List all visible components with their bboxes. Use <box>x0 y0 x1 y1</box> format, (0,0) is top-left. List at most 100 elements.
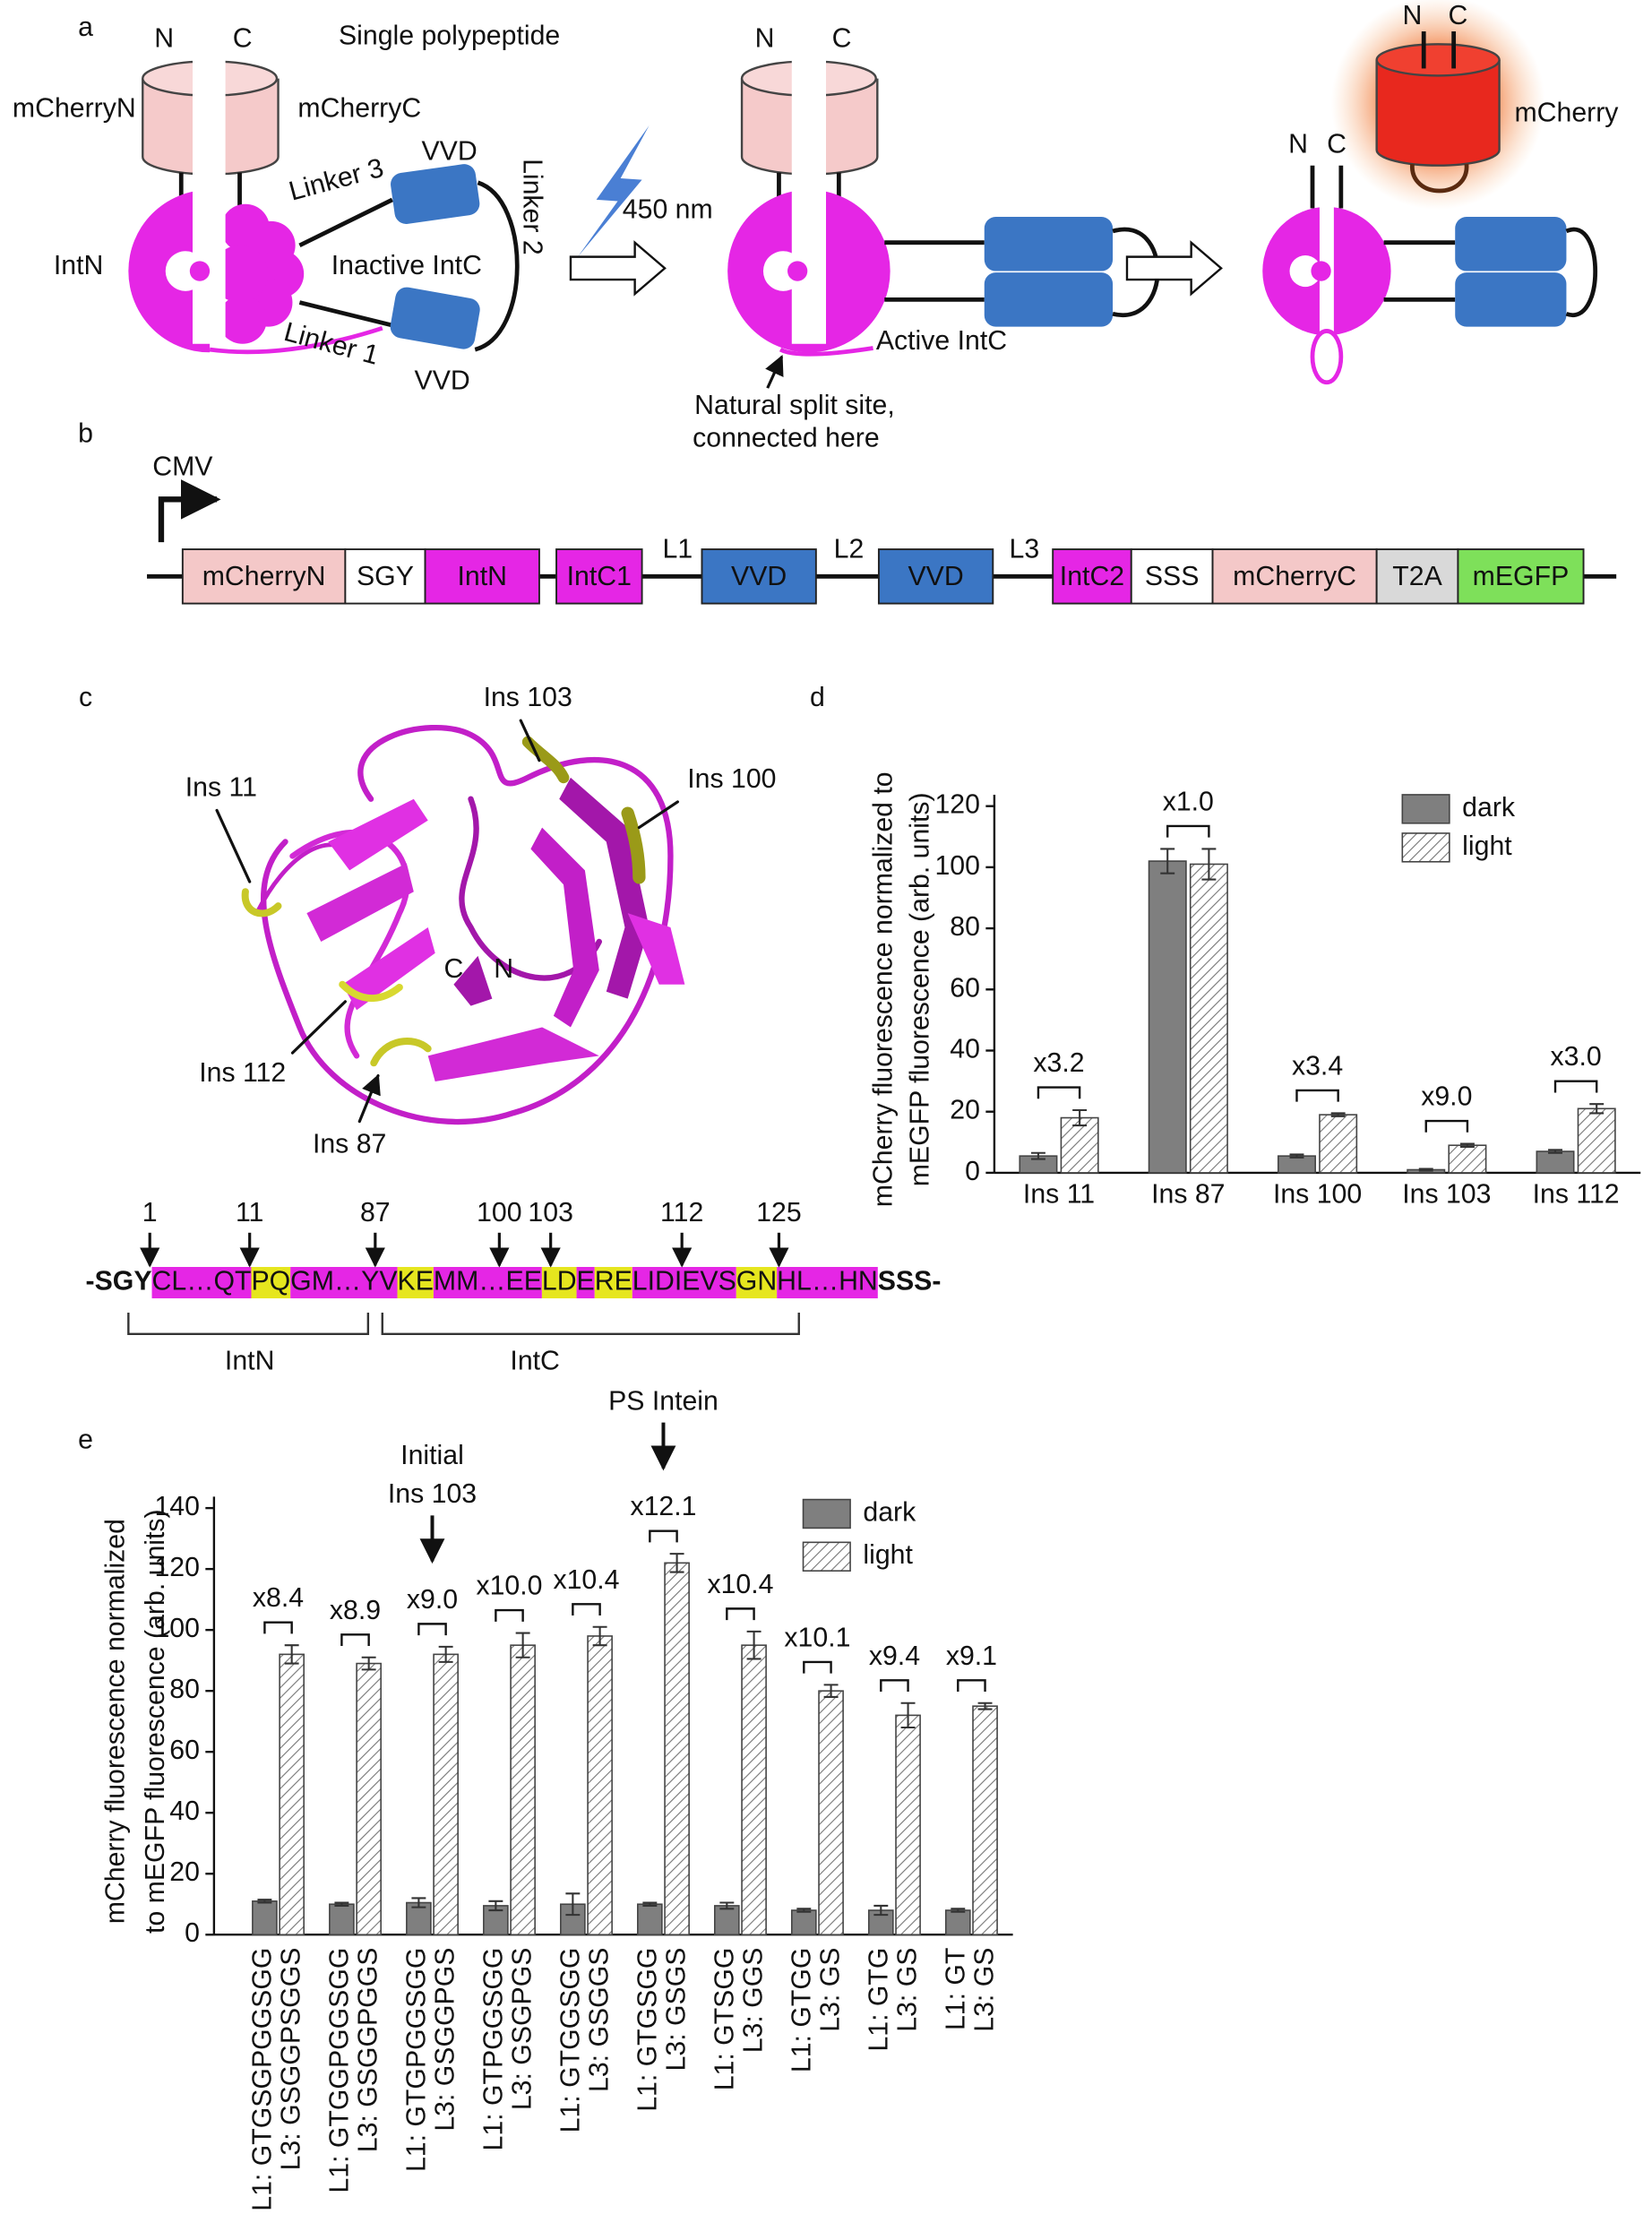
construct-element <box>344 548 426 605</box>
panel-label: e <box>78 1425 93 1454</box>
element-label: mEGFP <box>1473 562 1570 591</box>
stage1-shapes-polygon <box>577 125 650 257</box>
diagram-label: IntN <box>54 251 103 280</box>
fold-label: x9.0 <box>407 1585 458 1615</box>
promoter-label: CMV <box>152 452 213 481</box>
x-tick-label: L3: GSGPGS <box>507 1948 537 2111</box>
x-tick-label: L3: GS <box>892 1948 922 2032</box>
linker-label: L3 <box>1010 535 1040 564</box>
stage1-shapes-circle <box>165 251 206 291</box>
domain-label: IntN <box>225 1347 274 1376</box>
legend-label: dark <box>1462 793 1516 823</box>
stage3-shapes <box>1262 0 1597 385</box>
error-bar <box>719 1901 735 1910</box>
sequence-highlight <box>594 1267 632 1299</box>
y-tick-label: 80 <box>950 912 980 942</box>
error-bar <box>1201 848 1217 881</box>
construct-element <box>424 548 540 605</box>
stage1-shapes-path <box>474 180 520 352</box>
error-bar <box>1548 1149 1562 1154</box>
error-bar <box>515 1632 530 1658</box>
bar <box>944 1909 971 1936</box>
x-tick-label: L1: GT <box>941 1948 970 2030</box>
y-axis-label: mCherry fluorescence normalized <box>101 1519 131 1924</box>
sequence-segment: -SGY <box>86 1267 152 1297</box>
fold-label: x3.4 <box>1292 1051 1343 1081</box>
x-tick-label: L3: GSGGPGS <box>430 1948 460 2132</box>
fold-bracket <box>572 1603 601 1616</box>
y-tick-label: 40 <box>950 1034 980 1064</box>
y-tick-label: 120 <box>154 1553 199 1582</box>
element-label: IntC2 <box>1060 562 1124 591</box>
x-tick-label: L1: GTGSGG <box>633 1948 663 2112</box>
bar <box>252 1900 278 1936</box>
fold-bracket <box>417 1623 447 1636</box>
insertion-label: Ins 11 <box>185 773 257 803</box>
element-label: mCherryN <box>202 562 326 591</box>
bar <box>1577 1107 1616 1174</box>
stage3-shapes-path <box>1410 163 1469 194</box>
legend-swatch <box>802 1498 851 1529</box>
stage2-shapes <box>727 21 1223 389</box>
error-bar <box>796 1908 812 1913</box>
construct-shapes-path <box>158 479 221 543</box>
stage1-shapes-circle <box>189 261 211 281</box>
legend-swatch <box>802 1541 851 1572</box>
stage3-shapes-path <box>1565 227 1597 318</box>
insertion-label: Ins 112 <box>199 1058 286 1088</box>
stage2-shapes-rect <box>984 272 1114 327</box>
diagram-label: connected here <box>693 423 880 452</box>
fold-bracket <box>649 1529 678 1543</box>
stage2-shapes-path <box>1125 240 1223 297</box>
y-tick-label: 60 <box>169 1736 200 1765</box>
callout-label: Initial <box>400 1441 464 1470</box>
sequence-segment: SSS- <box>878 1267 942 1297</box>
error-bar <box>1160 848 1175 874</box>
y-tick-label: 100 <box>154 1614 199 1643</box>
fold-bracket <box>880 1679 909 1693</box>
y-axis-label: to mEGFP fluorescence (arb. units) <box>141 1509 170 1934</box>
sequence-highlight <box>541 1267 577 1299</box>
error-bar <box>669 1553 684 1573</box>
construct-element <box>877 548 994 605</box>
fold-label: x9.4 <box>869 1641 920 1671</box>
panel-label: b <box>78 419 93 449</box>
callout-label: Ins 103 <box>388 1479 477 1509</box>
diagram-label: C <box>832 24 852 54</box>
error-bar <box>823 1684 839 1699</box>
legend-swatch <box>1401 832 1450 863</box>
x-tick-label: L3: GSGS <box>661 1948 691 2072</box>
domain-brackets-path <box>127 1312 370 1336</box>
bar <box>1060 1116 1099 1174</box>
legend-label: dark <box>863 1497 916 1527</box>
error-bar <box>951 1908 966 1913</box>
x-tick-label: L3: GS <box>969 1948 999 2032</box>
element-label: VVD <box>731 562 787 591</box>
x-tick-label: L1: GTPGGSGG <box>479 1948 509 2151</box>
fold-label: x1.0 <box>1163 787 1214 816</box>
fold-label: x10.1 <box>784 1623 850 1652</box>
x-tick-label: L1: GTGG <box>787 1948 817 2073</box>
construct-element <box>555 548 643 605</box>
fold-bracket <box>1553 1080 1598 1093</box>
x-tick-label: Ins 103 <box>1402 1179 1491 1209</box>
fold-bracket <box>1166 824 1210 838</box>
sequence-segment: KE <box>398 1267 434 1297</box>
y-tick-label: 60 <box>950 973 980 1003</box>
protein-structure-polygon <box>328 798 428 871</box>
protein-structure <box>215 719 685 1125</box>
fold-label: x8.9 <box>330 1596 381 1625</box>
stage1-shapes-rect <box>192 21 226 344</box>
element-label: mCherryC <box>1233 562 1356 591</box>
error-bar <box>900 1702 916 1729</box>
sequence-segment: LD <box>542 1267 577 1297</box>
stage2-shapes-path <box>884 240 985 302</box>
y-tick-label: 0 <box>965 1157 980 1186</box>
stage2-shapes-rect <box>984 217 1114 271</box>
error-bar <box>1030 1151 1045 1160</box>
error-bar <box>1459 1142 1475 1148</box>
error-bar <box>334 1901 349 1907</box>
stage1-shapes-circle <box>218 295 267 344</box>
stage2-shapes-circle <box>762 251 804 291</box>
protein-structure-path <box>215 719 679 1124</box>
